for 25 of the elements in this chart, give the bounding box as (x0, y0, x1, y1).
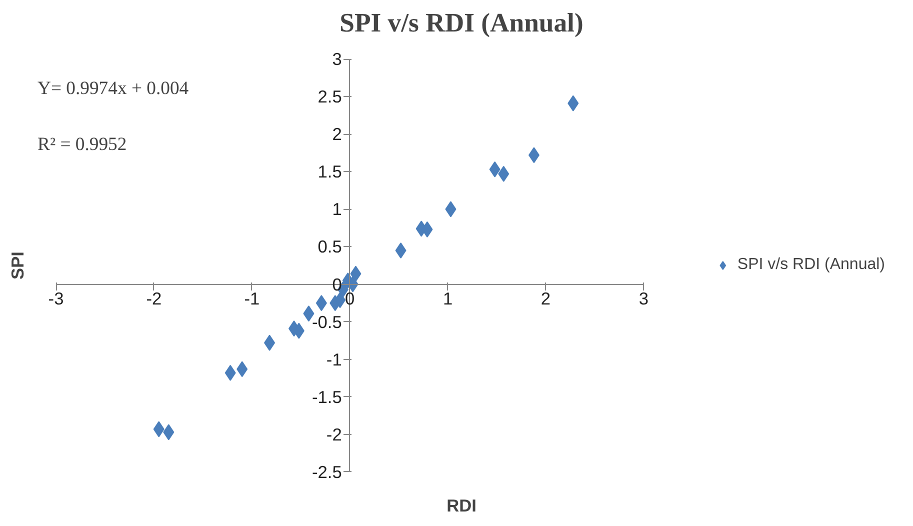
y-tick-label: 1.5 (318, 162, 342, 182)
x-tick-label: 2 (540, 288, 551, 308)
y-tick-label: 0 (332, 274, 342, 294)
y-tick-label: -1.5 (312, 386, 342, 407)
y-tick-label: 2 (332, 124, 342, 144)
chart-title: SPI v/s RDI (Annual) (340, 8, 584, 38)
y-tick-label: -2 (326, 424, 342, 444)
x-tick-label: -3 (48, 288, 64, 308)
y-tick-label: 1 (332, 199, 342, 220)
y-tick-label: -1 (326, 349, 342, 370)
y-tick-label: -0.5 (312, 312, 342, 332)
x-tick-label: -1 (244, 288, 260, 308)
x-axis-title: RDI (446, 496, 476, 516)
legend-label: SPI v/s RDI (Annual) (737, 256, 885, 274)
x-tick-label: 1 (442, 288, 453, 308)
x-tick-label: 0 (345, 288, 355, 308)
y-tick-label: 2.5 (318, 86, 342, 107)
annotation: Y= 0.9974x + 0.004 (38, 78, 190, 99)
y-tick-label: 3 (332, 49, 342, 70)
x-tick-label: 3 (638, 288, 648, 308)
y-tick-label: 0.5 (318, 236, 342, 257)
y-axis-title: SPI (8, 252, 28, 280)
y-tick-label: -2.5 (312, 462, 342, 482)
annotation: R² = 0.9952 (38, 134, 127, 155)
x-tick-label: -2 (146, 288, 162, 308)
